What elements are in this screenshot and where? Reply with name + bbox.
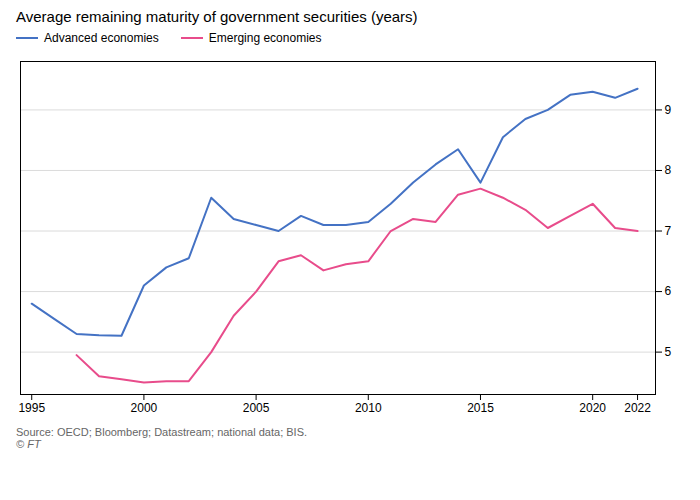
svg-text:7: 7 [665, 224, 672, 238]
svg-text:9: 9 [665, 103, 672, 117]
html-text:Average remaining maturity of: Average remaining maturity of government… [16, 8, 418, 25]
svg-text:1995: 1995 [18, 401, 45, 415]
svg-text:2000: 2000 [131, 401, 158, 415]
html-text:Advanced economies: Advanced economies [44, 31, 159, 45]
html-text:Source: OECD; Bloomberg; Datas: Source: OECD; Bloomberg; Datastream; nat… [16, 426, 307, 438]
svg-text:2005: 2005 [243, 401, 270, 415]
html-text:© FT: © FT [16, 438, 41, 450]
svg-text:2010: 2010 [355, 401, 382, 415]
svg-text:8: 8 [665, 163, 672, 177]
html-text:Emerging economies: Emerging economies [208, 31, 322, 45]
svg-text:6: 6 [665, 284, 672, 298]
svg-text:2015: 2015 [467, 401, 494, 415]
svg-text:2020: 2020 [579, 401, 606, 415]
svg-text:2022: 2022 [624, 401, 651, 415]
svg-text:5: 5 [665, 345, 672, 359]
